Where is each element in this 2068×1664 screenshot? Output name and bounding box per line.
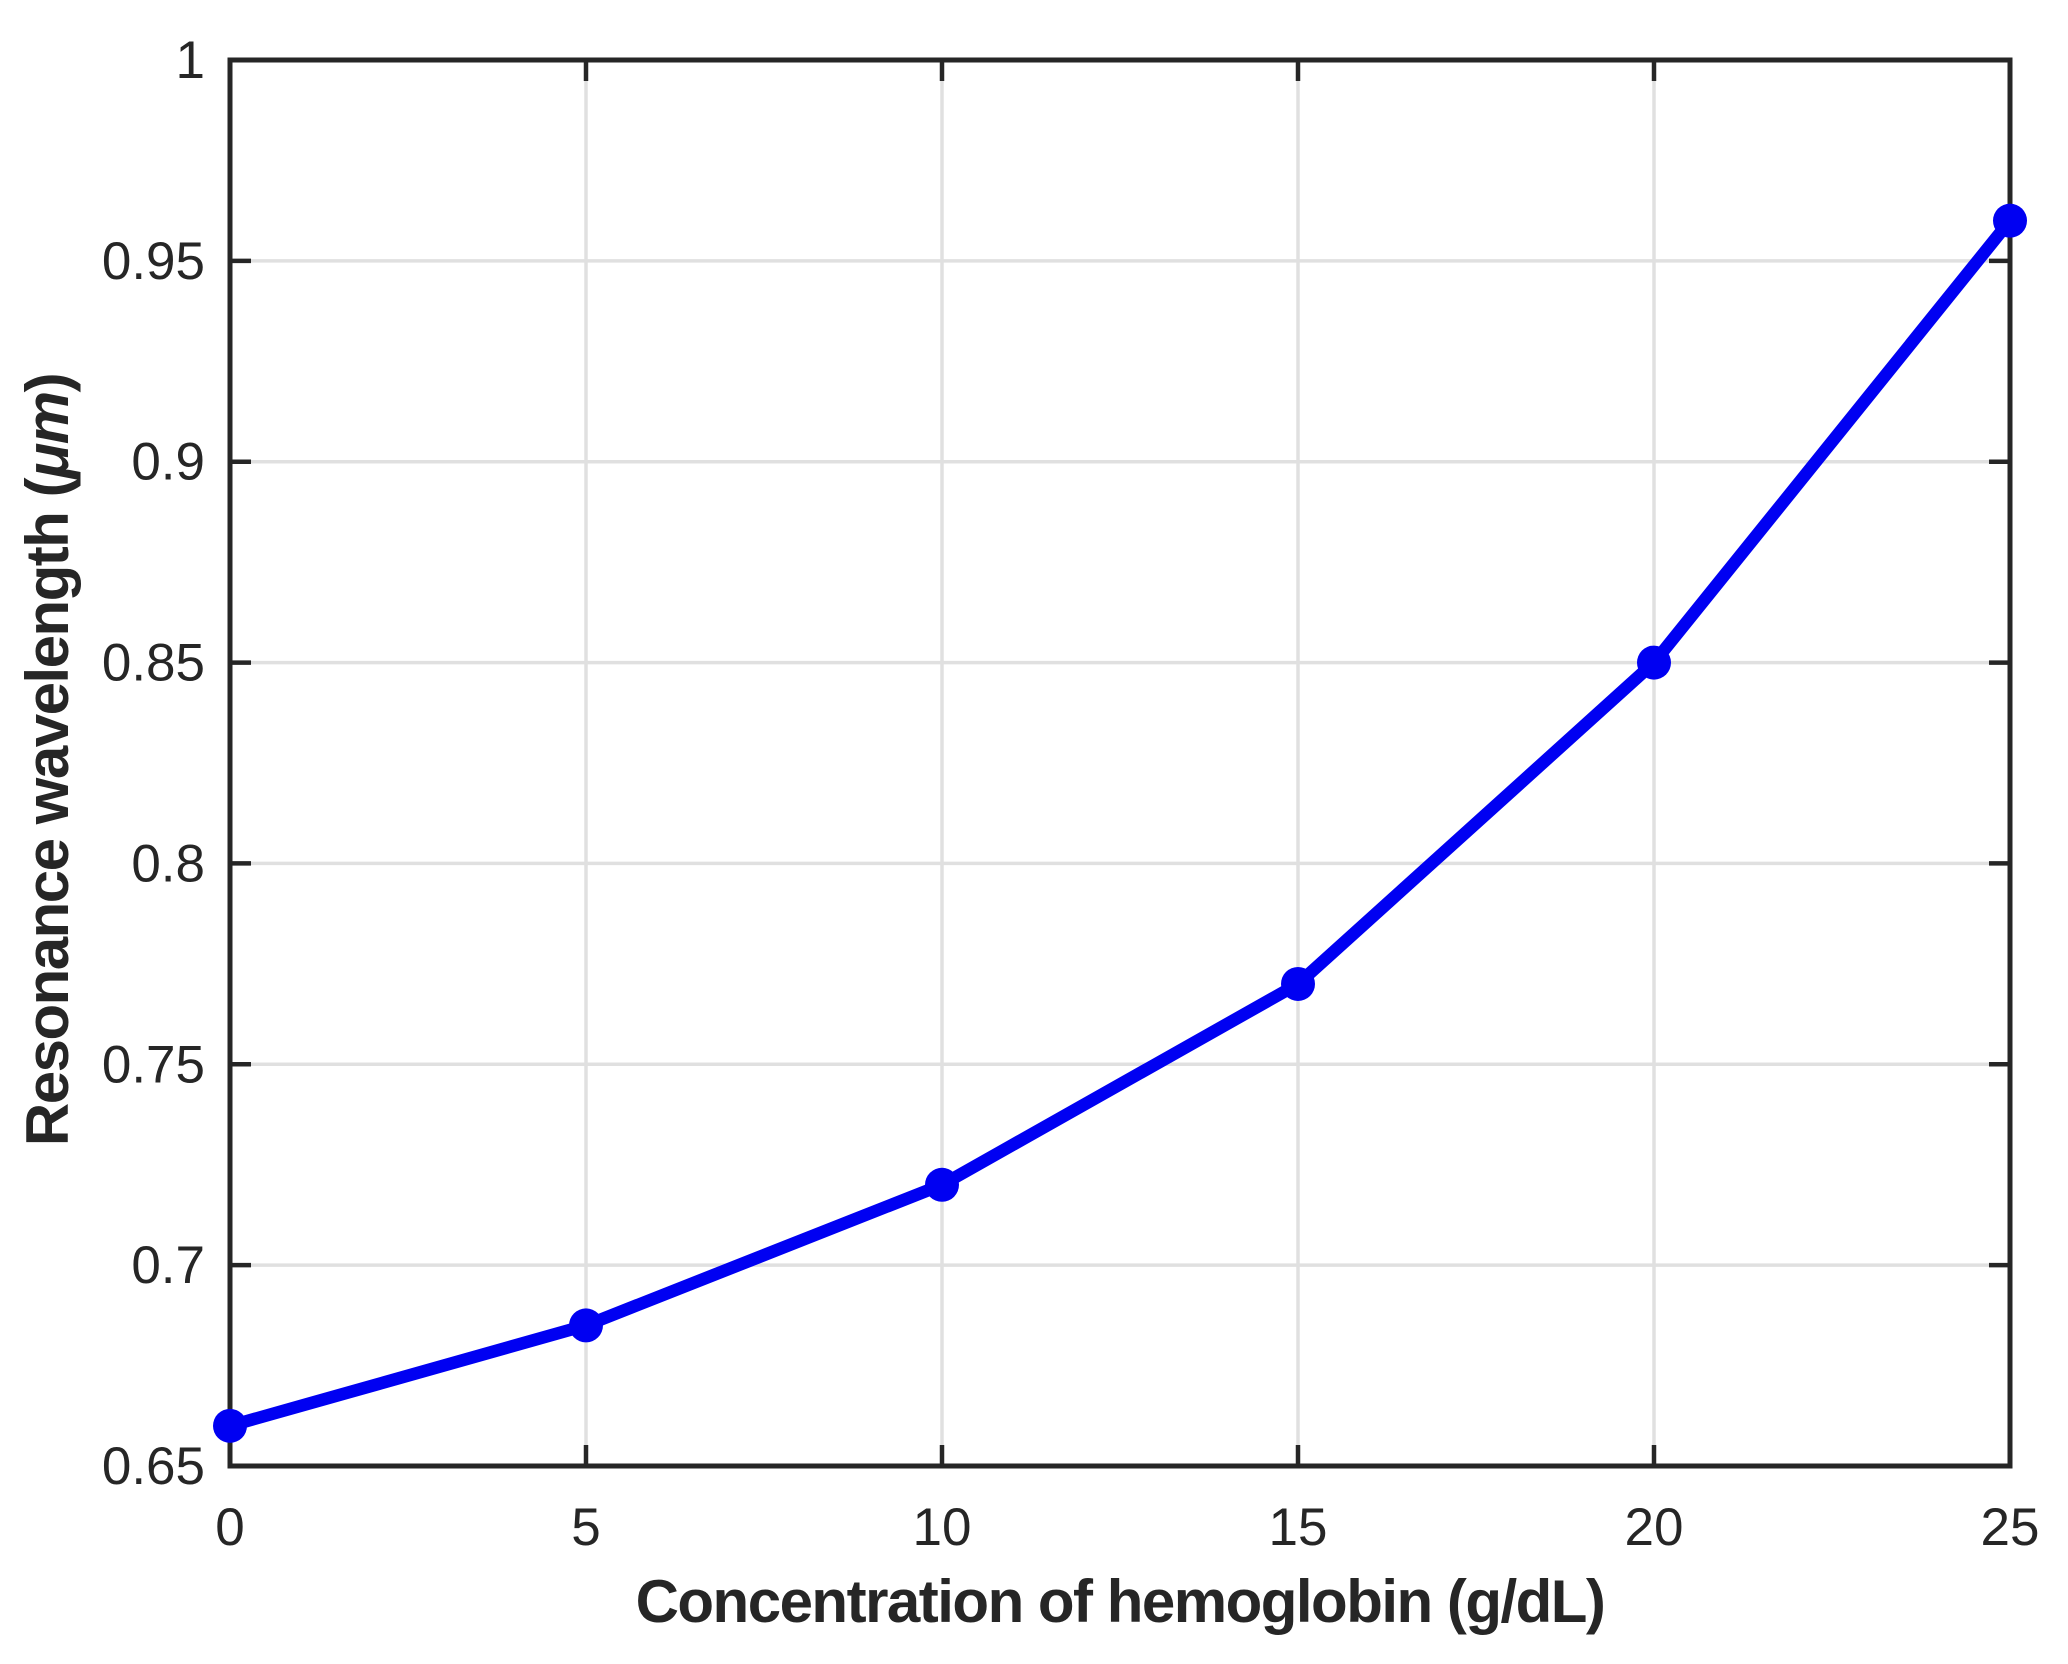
x-tick-label: 15	[1269, 1498, 1328, 1557]
data-point-marker	[1637, 645, 1671, 680]
y-axis-label-text: Resonance wavelength (	[14, 478, 81, 1147]
data-point-marker	[1993, 203, 2027, 238]
axes-frame	[227, 57, 2013, 1469]
y-tick-label: 0.75	[102, 1035, 205, 1094]
x-tick-label: 10	[913, 1498, 972, 1557]
y-tick-label: 0.8	[131, 834, 205, 893]
y-axis-label: Resonance wavelength (μm)	[14, 374, 81, 1146]
x-tick-label: 20	[1625, 1498, 1684, 1557]
y-tick-label: 1	[176, 31, 205, 90]
y-tick-label: 0.9	[131, 433, 205, 492]
data-point-marker	[569, 1308, 603, 1343]
x-tick-label: 5	[571, 1498, 600, 1557]
data-point-marker	[925, 1167, 959, 1202]
y-tick-label: 0.95	[102, 232, 205, 291]
x-tick-label: 0	[215, 1498, 244, 1557]
y-tick-label: 0.85	[102, 634, 205, 693]
data-line	[223, 214, 2017, 1433]
data-point-marker	[213, 1408, 247, 1443]
y-tick-label: 0.7	[131, 1236, 205, 1295]
data-point-marker	[1281, 966, 1315, 1001]
x-axis-label: Concentration of hemoglobin (g/dL)	[635, 1568, 1606, 1635]
y-tick-label: 0.65	[102, 1437, 205, 1496]
y-axis-unit: μm	[14, 392, 81, 479]
x-tick-label: 25	[1981, 1498, 2040, 1557]
y-axis-label-close: )	[14, 373, 81, 393]
